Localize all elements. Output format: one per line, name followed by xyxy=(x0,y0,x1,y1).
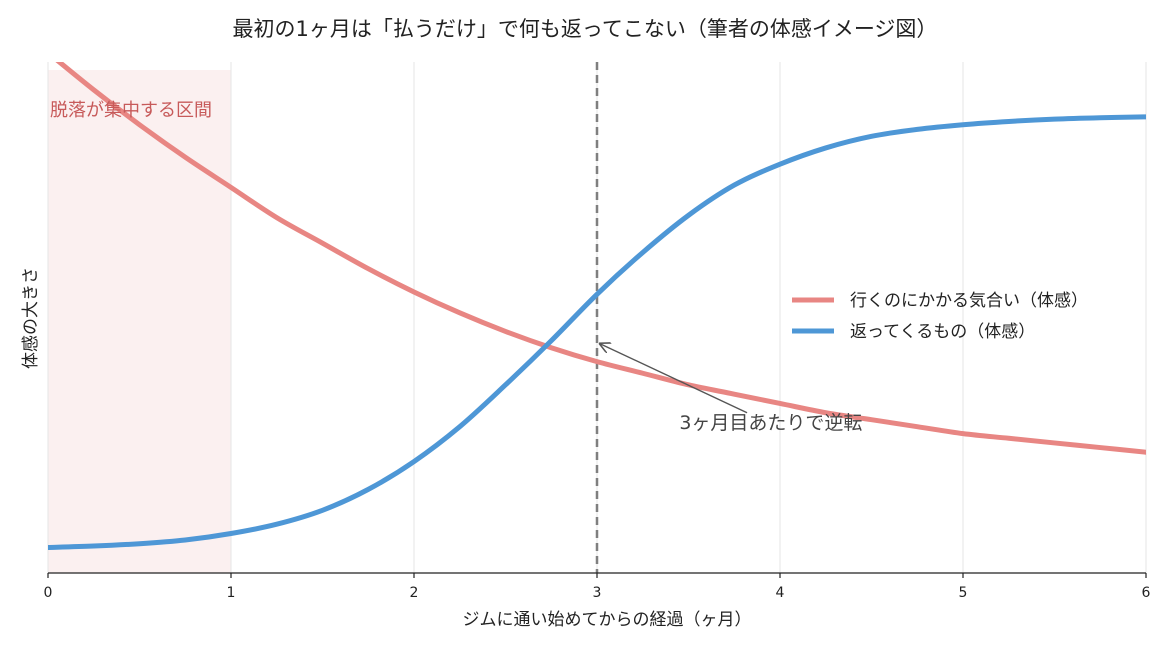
x-tick-label: 2 xyxy=(410,585,419,601)
x-tick-label: 6 xyxy=(1142,585,1151,601)
x-tick-label: 3 xyxy=(593,585,602,601)
x-axis-label: ジムに通い始めてからの経過（ヶ月） xyxy=(463,610,752,630)
x-tick-label: 5 xyxy=(959,585,968,601)
series-line-2 xyxy=(48,114,1146,550)
chart-title: 最初の1ヶ月は「払うだけ」で何も返ってこない（筆者の体感イメージ図） xyxy=(233,17,938,41)
annotation-text: 3ヶ月目あたりで逆転 xyxy=(679,412,862,434)
shaded-region-group xyxy=(48,70,231,573)
x-axis: 0 1 2 3 4 5 6 xyxy=(44,572,1151,601)
legend-label-1: 行くのにかかる気合い（体感） xyxy=(850,291,1088,311)
legend: 行くのにかかる気合い（体感） 返ってくるもの（体感） xyxy=(792,291,1088,342)
annotation-group: 3ヶ月目あたりで逆転 xyxy=(600,344,862,434)
y-axis-label: 体感の大きさ xyxy=(21,267,41,369)
x-tick-label: 4 xyxy=(776,585,785,601)
series-group xyxy=(48,62,1146,550)
shaded-region-label: 脱落が集中する区間 xyxy=(50,100,212,121)
x-tick-label: 1 xyxy=(227,585,236,601)
legend-label-2: 返ってくるもの（体感） xyxy=(850,322,1035,342)
shaded-region xyxy=(48,70,231,573)
x-tick-label: 0 xyxy=(44,585,53,601)
annotation-arrow xyxy=(600,344,748,414)
series-line-1 xyxy=(55,62,1146,455)
